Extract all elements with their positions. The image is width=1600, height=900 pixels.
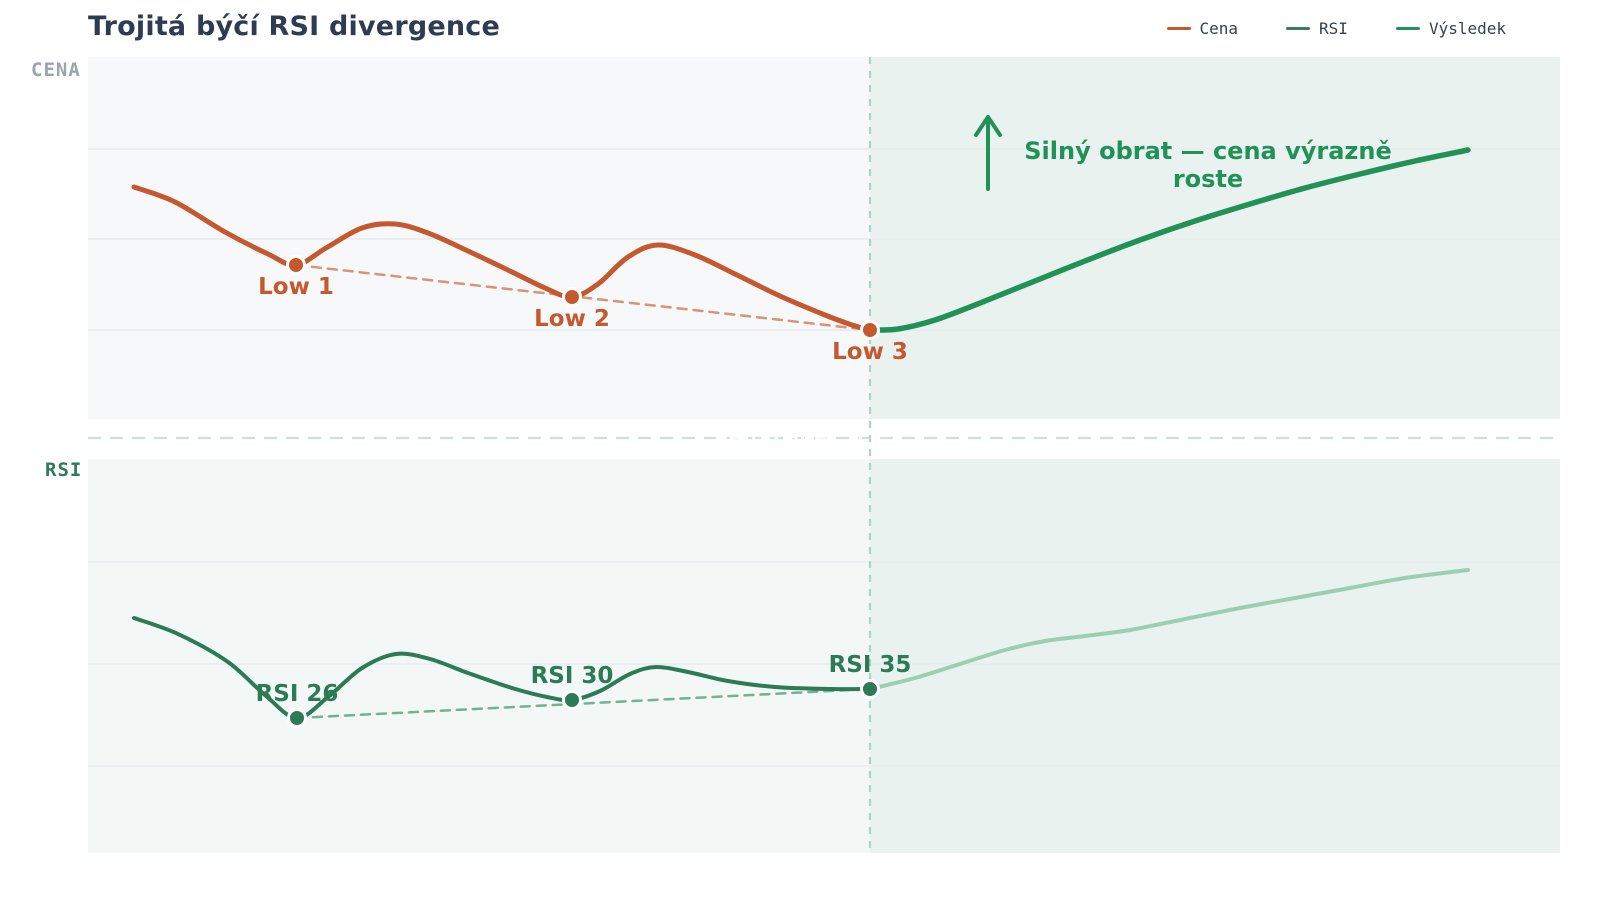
legend-item-rsi: RSI <box>1286 19 1348 38</box>
legend-label-cena: Cena <box>1199 19 1239 38</box>
price-axis-label: CENA <box>31 59 81 81</box>
legend-swatch-rsi <box>1286 27 1311 30</box>
rsi-series-rsi-after-reversal <box>868 568 1470 691</box>
legend-swatch-cena <box>1166 27 1191 30</box>
marker-dot-rsi-26 <box>287 708 307 728</box>
marker-dot-rsi-30 <box>562 690 582 710</box>
rsi-series-trendline-higher-lows <box>295 687 872 720</box>
marker-dot-low-3 <box>860 320 880 340</box>
panel-1-bg-left <box>88 459 870 853</box>
legend: Cena RSI Výsledek <box>1166 19 1506 38</box>
reversal-annotation: Silný obrat — cena výrazně roste <box>1024 137 1392 193</box>
legend-swatch-vysledek <box>1395 27 1420 30</box>
marker-dot-rsi-35 <box>860 679 880 699</box>
legend-item-vysledek: Výsledek <box>1395 19 1506 38</box>
marker-dot-low-2 <box>562 287 582 307</box>
marker-label-rsi-30: RSI 30 <box>531 663 614 689</box>
legend-item-cena: Cena <box>1166 19 1239 38</box>
cena-series-cena <box>131 184 873 333</box>
up-arrow-icon <box>974 115 990 137</box>
marker-label-rsi-35: RSI 35 <box>829 652 912 678</box>
panel-0-bg-right <box>870 57 1560 419</box>
legend-label-vysledek: Výsledek <box>1428 19 1506 38</box>
panel-1-bg-right <box>870 459 1560 853</box>
marker-label-low-2: Low 2 <box>534 306 610 332</box>
up-arrow-icon <box>986 115 1002 137</box>
marker-dot-low-1 <box>286 255 306 275</box>
marker-label-low-1: Low 1 <box>258 274 334 300</box>
chart-title: Trojitá býčí RSI divergence <box>88 11 501 42</box>
legend-label-rsi: RSI <box>1319 19 1348 38</box>
panel-0-bg-left <box>88 57 870 419</box>
marker-label-rsi-26: RSI 26 <box>256 681 339 707</box>
cena-series-trendline-lower-lows <box>294 263 872 332</box>
cena-series-v-sledek <box>867 147 1471 333</box>
rsi-series-rsi <box>132 616 872 721</box>
rsi-axis-label: RSI <box>45 459 83 481</box>
marker-label-low-3: Low 3 <box>832 339 908 365</box>
